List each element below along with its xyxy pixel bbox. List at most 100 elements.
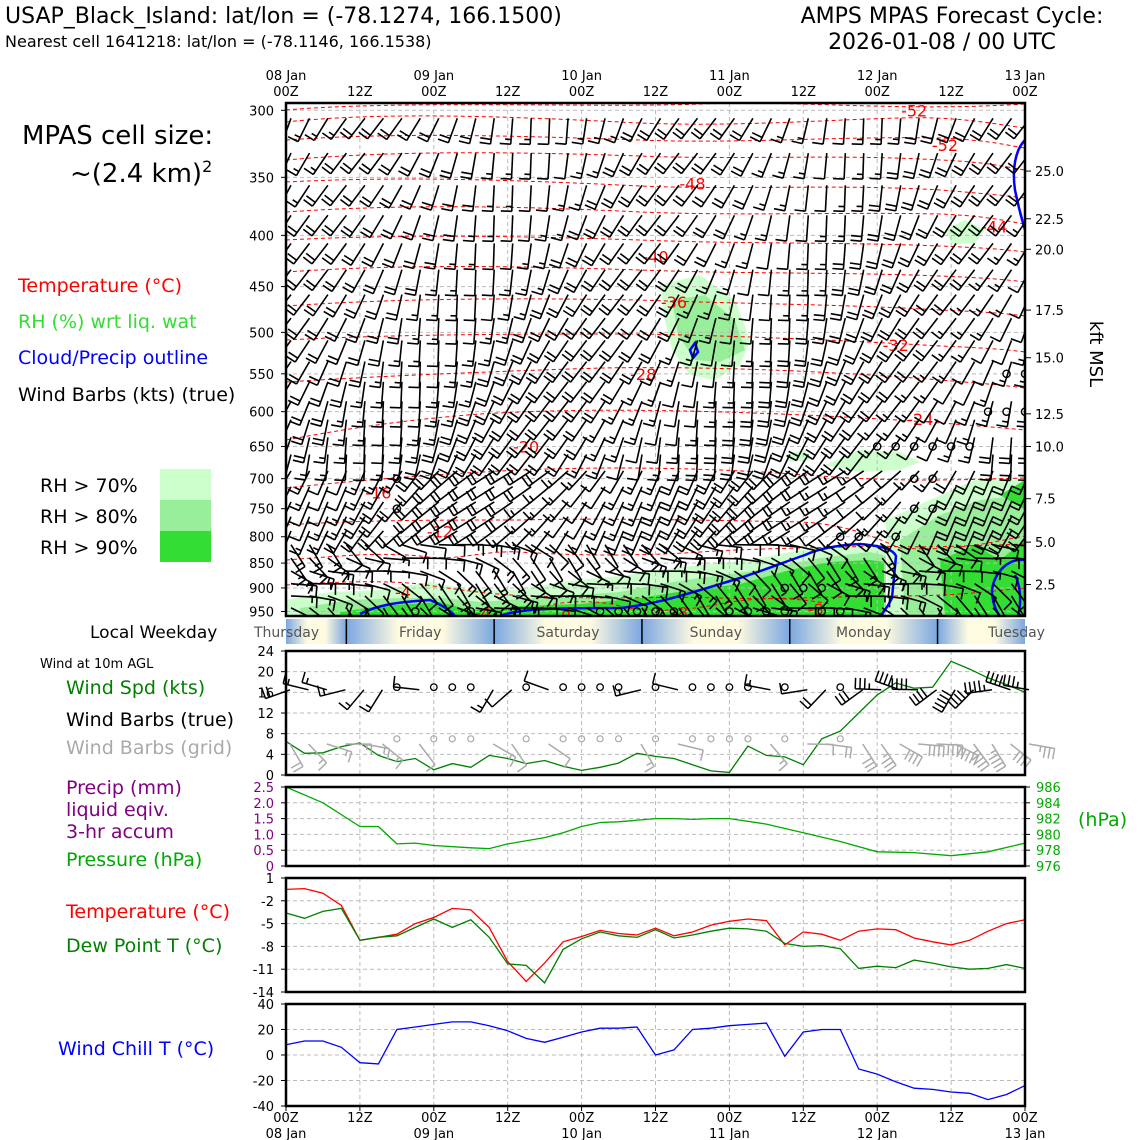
- calm-wind-circle: [577, 735, 586, 743]
- wind-barb: [524, 436, 551, 459]
- wind-barb: [641, 381, 662, 408]
- wind-barb: [700, 340, 717, 367]
- weekday-cell: Sunday: [641, 619, 790, 644]
- wind-barb: [399, 184, 422, 210]
- weekday-label: Monday: [836, 625, 891, 641]
- wind-barb: [899, 215, 920, 241]
- top-hour-label: 00Z: [569, 85, 595, 100]
- wind-barb: [851, 185, 865, 213]
- wind-barb: [659, 607, 667, 616]
- wind-barb: [321, 117, 348, 141]
- legend-cloud-outline: Cloud/Precip outline: [18, 347, 208, 369]
- panel-tick-label: 24: [257, 645, 274, 660]
- wind-barb: [916, 184, 939, 210]
- wind-barb: [757, 269, 773, 297]
- wind-barb: [623, 419, 643, 446]
- wind-barb: [286, 152, 311, 177]
- wind-barb: [1010, 595, 1025, 616]
- wind-barb: [811, 317, 828, 345]
- wind-barb: [511, 743, 528, 773]
- wind-barb: [950, 339, 976, 363]
- wind-barb: [417, 117, 440, 143]
- wind-barb: [900, 185, 920, 211]
- wind-barb: [894, 381, 920, 404]
- wind-barb: [673, 242, 699, 267]
- wind-barb: [389, 419, 403, 447]
- wind-barb: [289, 743, 304, 773]
- kft-axis-label: kft MSL: [1085, 321, 1106, 387]
- wind-barb: [950, 317, 976, 340]
- wind-barb: [456, 570, 477, 598]
- wind-barb: [776, 243, 791, 271]
- wind-barb: [377, 117, 403, 141]
- wind-barb: [752, 185, 773, 211]
- wind-barb: [367, 340, 385, 367]
- wind-barb: [326, 470, 348, 496]
- wind-barb: [599, 214, 625, 238]
- cycle-title: AMPS MPAS Forecast Cycle:: [801, 4, 1104, 29]
- wind-barb: [856, 516, 883, 537]
- wind-barb: [324, 516, 348, 541]
- wind-barb: [697, 294, 717, 321]
- wind-barb: [582, 419, 606, 444]
- wind-barb: [875, 361, 902, 384]
- legend-rh: RH (%) wrt liq. wat: [18, 311, 197, 333]
- wind-barb: [286, 361, 292, 371]
- pressure-line: [285, 786, 1026, 857]
- wind-barb: [865, 243, 883, 270]
- wind-barb: [845, 294, 865, 321]
- wind-barb: [420, 543, 447, 560]
- wind-barb: [444, 340, 459, 368]
- panel-tick-label: 12: [257, 707, 274, 722]
- wind-barb: [734, 557, 761, 573]
- wind-barb: [621, 516, 643, 542]
- wind-barb: [477, 340, 495, 367]
- wind-barb: [883, 215, 902, 242]
- wind-barb: [637, 117, 662, 142]
- wind-barb: [618, 339, 643, 363]
- wind-barb: [342, 269, 366, 294]
- wind-barb: [561, 361, 588, 383]
- pressure-tick-label: 600: [249, 406, 274, 421]
- wind-barb: [658, 486, 680, 512]
- pressure-tick-label: 700: [249, 473, 274, 488]
- wind-barb: [407, 340, 422, 368]
- wind-barb: [346, 340, 366, 367]
- wind-barb: [286, 294, 292, 303]
- wind-barb: [484, 501, 514, 518]
- wind-barb: [798, 501, 828, 517]
- wind-barb: [937, 595, 959, 616]
- wind-barb: [363, 743, 391, 760]
- wind-barb: [777, 269, 791, 297]
- wind-barb: [918, 152, 939, 179]
- wind-barb: [438, 595, 454, 616]
- wind-barb: [617, 317, 643, 340]
- wind-barb: [289, 501, 311, 527]
- wind-barb: [287, 381, 311, 406]
- wind-barb: [857, 419, 883, 441]
- wind-barb: [834, 689, 864, 706]
- calm-wind-circle: [983, 407, 993, 416]
- wind-barb: [752, 607, 779, 616]
- wind-barb: [561, 381, 588, 404]
- wind-barb: [915, 419, 939, 444]
- wind-barb: [452, 454, 477, 478]
- wind-barb: [441, 185, 459, 212]
- wind-barb: [733, 215, 754, 241]
- wind-barb: [360, 214, 385, 239]
- wind-barb: [743, 501, 772, 519]
- wind-barb: [1017, 474, 1025, 482]
- wind-barb: [916, 437, 939, 462]
- legend-rh80: RH > 80%: [40, 506, 138, 528]
- wind-barb: [832, 118, 847, 145]
- top-hour-label: 00Z: [1012, 85, 1038, 100]
- calm-wind-circle: [392, 474, 402, 483]
- wind-barb: [932, 381, 957, 405]
- isotherm-label: -40: [642, 248, 668, 267]
- wind-barb: [794, 185, 810, 212]
- wind-barb: [838, 436, 865, 459]
- wind-barb: [719, 317, 736, 345]
- wind-barb: [935, 516, 957, 542]
- bottom-hour-label: 12Z: [347, 1111, 373, 1126]
- wind-barb: [769, 437, 791, 463]
